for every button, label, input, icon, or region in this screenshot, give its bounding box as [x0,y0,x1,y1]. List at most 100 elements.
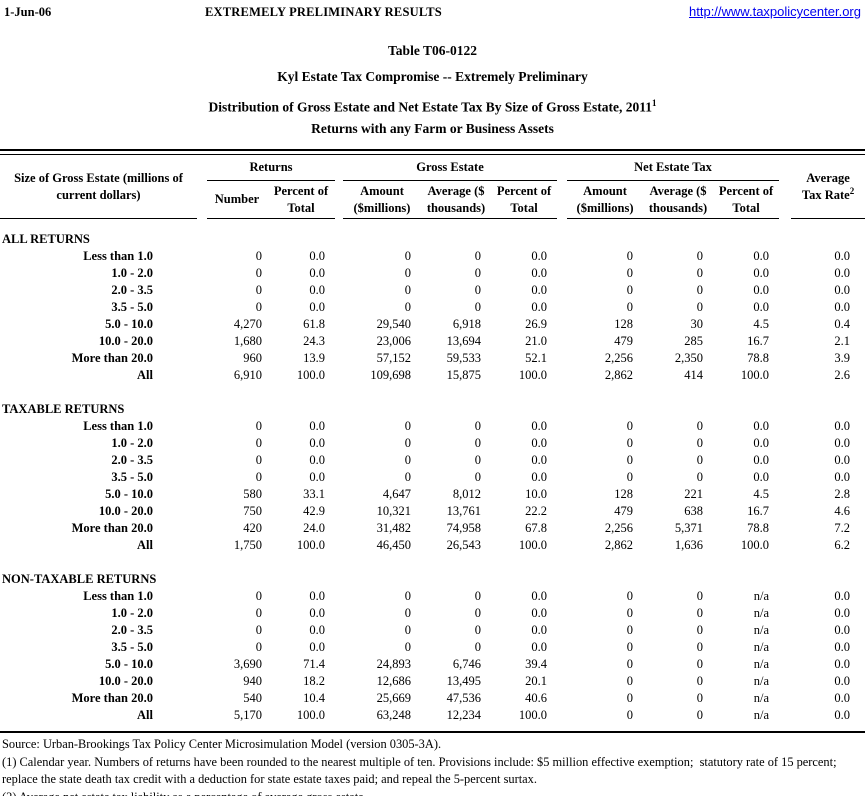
column-gap [779,248,791,265]
cell-value: 0 [696,283,704,297]
row-label: 3.5 - 5.0 [111,300,153,314]
column-gap [557,486,567,503]
cell-value: 0 [696,606,704,620]
table-row: 2.0 - 3.5 0 0.0 0 0 0.0 0 0 0.0 0.0 [0,282,865,299]
table-row: More than 20.0 420 24.0 31,482 74,958 67.8 2,2… [0,520,865,537]
cell-value: n/a [753,674,770,688]
avg-tax-rate-header: Average Tax Rate2 [791,155,865,219]
cell-value: 0.0 [753,453,770,467]
cell-value: 100.0 [518,538,548,552]
footnote-2-marker: 2 [849,185,855,196]
section-header-row: TAXABLE RETURNS [0,401,865,418]
table-row: 1.0 - 2.0 0 0.0 0 0 0.0 0 0 n/a 0.0 [0,605,865,622]
cell-value: 8,012 [452,487,481,501]
cell-value: 0 [626,691,634,705]
cell-value: 0 [474,606,481,620]
cell-value: 0 [255,606,262,620]
cell-value: 0 [696,691,704,705]
cell-value: 0 [404,470,411,484]
cell-value: 0 [404,623,411,637]
cell-value: 0.0 [834,300,851,314]
cell-value: 52.1 [525,351,548,365]
estate-tax-table: Size of Gross Estate (millions of curren… [0,155,865,724]
cell-value: 5,170 [233,708,262,722]
column-gap [197,248,207,265]
column-gap [197,690,207,707]
cell-value: 0 [626,266,634,280]
column-gap [779,333,791,350]
cell-value: 0 [255,266,262,280]
cell-value: 0 [626,674,634,688]
column-gap [197,435,207,452]
table-row: All 5,170 100.0 63,248 12,234 100.0 0 0 n/a 0.0 [0,707,865,724]
column-gap [197,452,207,469]
cell-value: 638 [684,504,704,518]
cell-value: 0 [404,300,411,314]
cell-value: 0 [474,419,481,433]
page-date: 1-Jun-06 [4,5,52,19]
table-body: ALL RETURNS Less than 1.0 0 0.0 0 0 0.0 0 0 0.0 0.… [0,219,865,725]
gross-estate-group-header: Gross Estate [343,155,558,181]
footnote-2: (2) Average net estate tax liability as … [2,789,863,796]
column-gap [779,690,791,707]
footnotes: Source: Urban-Brookings Tax Policy Cente… [0,733,865,796]
cell-value: 0 [255,623,262,637]
row-label: 2.0 - 3.5 [111,453,153,467]
cell-value: 2,256 [604,521,634,535]
column-gap [557,469,567,486]
column-gap [779,282,791,299]
cell-value: 12,234 [446,708,481,722]
table-row: 5.0 - 10.0 4,270 61.8 29,540 6,918 26.9 128 30 4… [0,316,865,333]
column-gap [335,707,343,724]
returns-group-header: Returns [207,155,335,181]
cell-value: 0.0 [834,708,851,722]
cell-value: 0.0 [309,283,325,297]
cell-value: 18.2 [303,674,325,688]
column-gap [197,418,207,435]
cell-value: 0.0 [309,623,325,637]
taxpolicycenter-link[interactable]: http://www.taxpolicycenter.org [689,4,861,19]
cell-value: 100.0 [740,538,770,552]
cell-value: 13,761 [446,504,481,518]
cell-value: 0.0 [834,453,851,467]
cell-value: 0 [696,266,704,280]
column-gap [197,622,207,639]
footnote-1: (1) Calendar year. Numbers of returns ha… [2,754,840,787]
gross-percent-header: Percent of Total [491,180,558,219]
table-row: 10.0 - 20.0 940 18.2 12,686 13,495 20.1 0 0 n/a 0… [0,673,865,690]
table-number-title: Table T06-0122 [388,43,477,58]
column-gap [557,155,567,219]
cell-value: 0.0 [531,623,548,637]
cell-value: 940 [243,674,262,688]
cell-value: 0 [626,283,634,297]
cell-value: n/a [753,691,770,705]
cell-value: 0 [255,283,262,297]
column-gap [779,435,791,452]
column-gap [197,333,207,350]
column-gap [557,418,567,435]
cell-value: 12,686 [376,674,411,688]
column-gap [197,367,207,384]
cell-value: 0.0 [309,589,325,603]
column-gap [335,537,343,554]
row-label: 5.0 - 10.0 [105,487,153,501]
cell-value: n/a [753,640,770,654]
row-label: More than 20.0 [71,691,153,705]
cell-value: 0 [696,589,704,603]
column-gap [779,486,791,503]
cell-value: 0.0 [309,436,325,450]
column-gap [779,316,791,333]
cell-value: 1,636 [674,538,704,552]
cell-value: 78.8 [747,521,770,535]
cell-value: 0.0 [753,249,770,263]
column-gap [779,537,791,554]
table-titles: Table T06-0122 Kyl Estate Tax Compromise… [0,38,865,142]
cell-value: 24.0 [303,521,325,535]
cell-value: 13.9 [303,351,325,365]
cell-value: 2.1 [834,334,851,348]
cell-value: 0.0 [531,640,548,654]
table-row: 10.0 - 20.0 1,680 24.3 23,006 13,694 21.0 479 2… [0,333,865,350]
cell-value: 0 [255,436,262,450]
cell-value: 31,482 [376,521,411,535]
